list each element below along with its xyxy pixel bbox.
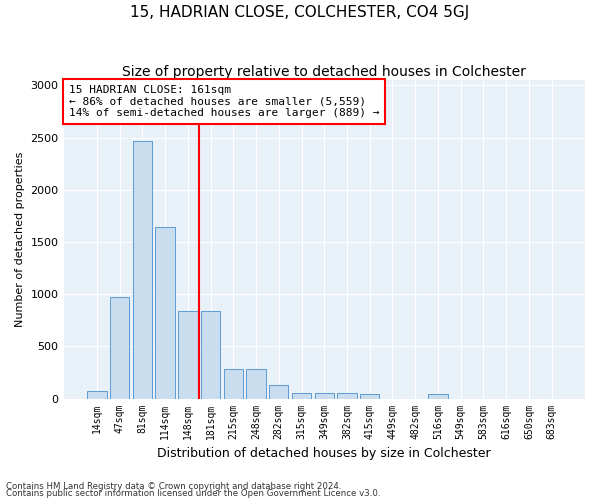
Bar [224,370,243,398]
Bar [247,370,266,398]
Bar [314,393,334,398]
Bar [133,140,152,398]
Bar [110,297,130,398]
Text: Contains HM Land Registry data © Crown copyright and database right 2024.: Contains HM Land Registry data © Crown c… [6,482,341,491]
Bar [178,311,197,398]
Bar [155,228,175,398]
Bar [292,393,311,398]
Bar [428,394,448,398]
Bar [201,311,220,398]
Text: 15, HADRIAN CLOSE, COLCHESTER, CO4 5GJ: 15, HADRIAN CLOSE, COLCHESTER, CO4 5GJ [130,5,470,20]
Text: 15 HADRIAN CLOSE: 161sqm
← 86% of detached houses are smaller (5,559)
14% of sem: 15 HADRIAN CLOSE: 161sqm ← 86% of detach… [69,85,379,118]
Bar [360,394,379,398]
Bar [269,385,289,398]
Y-axis label: Number of detached properties: Number of detached properties [15,152,25,327]
Bar [87,390,107,398]
X-axis label: Distribution of detached houses by size in Colchester: Distribution of detached houses by size … [157,447,491,460]
Text: Contains public sector information licensed under the Open Government Licence v3: Contains public sector information licen… [6,489,380,498]
Bar [337,394,356,398]
Title: Size of property relative to detached houses in Colchester: Size of property relative to detached ho… [122,65,526,79]
